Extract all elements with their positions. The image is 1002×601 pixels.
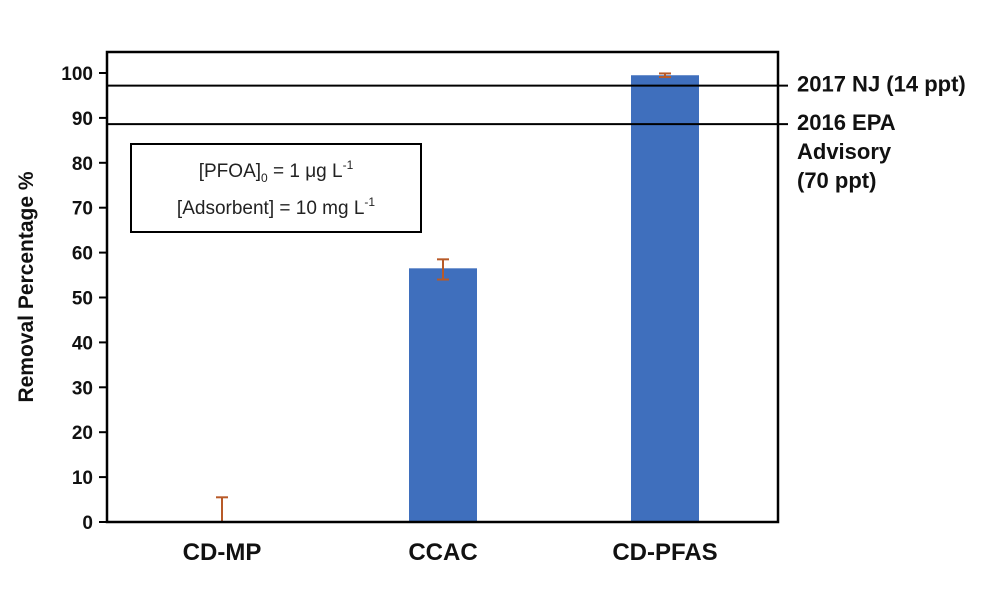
y-tick-label: 20	[72, 423, 93, 444]
annotation-1-subscript: 0	[261, 171, 268, 185]
y-tick-label: 10	[72, 468, 93, 489]
y-tick-label: 70	[72, 199, 93, 220]
y-tick-label: 0	[82, 513, 93, 534]
y-tick-label: 50	[72, 289, 93, 310]
annotation-1-middle: = 1 μg L	[268, 161, 343, 182]
y-tick-label: 60	[72, 244, 93, 265]
y-axis-label: Removal Percentage %	[15, 171, 38, 402]
y-tick-label: 30	[72, 378, 93, 399]
reference-line-label: 2017 NJ (14 ppt)	[797, 72, 966, 97]
reference-line-label: 2016 EPA	[797, 110, 896, 135]
bar-ccac	[409, 268, 477, 522]
y-tick-label: 100	[61, 64, 93, 85]
reference-line-label: (70 ppt)	[797, 168, 876, 193]
plot-frame	[105, 50, 780, 524]
annotation-1-superscript: -1	[343, 158, 354, 172]
annotation-2-superscript: -1	[364, 195, 375, 209]
category-label: CD-PFAS	[612, 539, 717, 566]
annotation-line-1: [PFOA]0 = 1 μg L-1	[199, 158, 354, 185]
category-label: CCAC	[408, 539, 477, 566]
annotation-box	[130, 143, 422, 233]
annotation-2-prefix: [Adsorbent] = 10 mg L	[177, 198, 364, 219]
category-label: CD-MP	[183, 539, 262, 566]
condition-annotation: [PFOA]0 = 1 μg L-1 [Adsorbent] = 10 mg L…	[130, 143, 422, 233]
reference-line-label: Advisory	[797, 139, 892, 164]
y-tick-label: 90	[72, 109, 93, 130]
annotation-1-prefix: [PFOA]	[199, 161, 261, 182]
bar-cd-pfas	[631, 75, 699, 523]
annotation-line-2: [Adsorbent] = 10 mg L-1	[177, 195, 375, 219]
y-tick-label: 40	[72, 333, 93, 354]
y-tick-label: 80	[72, 154, 93, 175]
